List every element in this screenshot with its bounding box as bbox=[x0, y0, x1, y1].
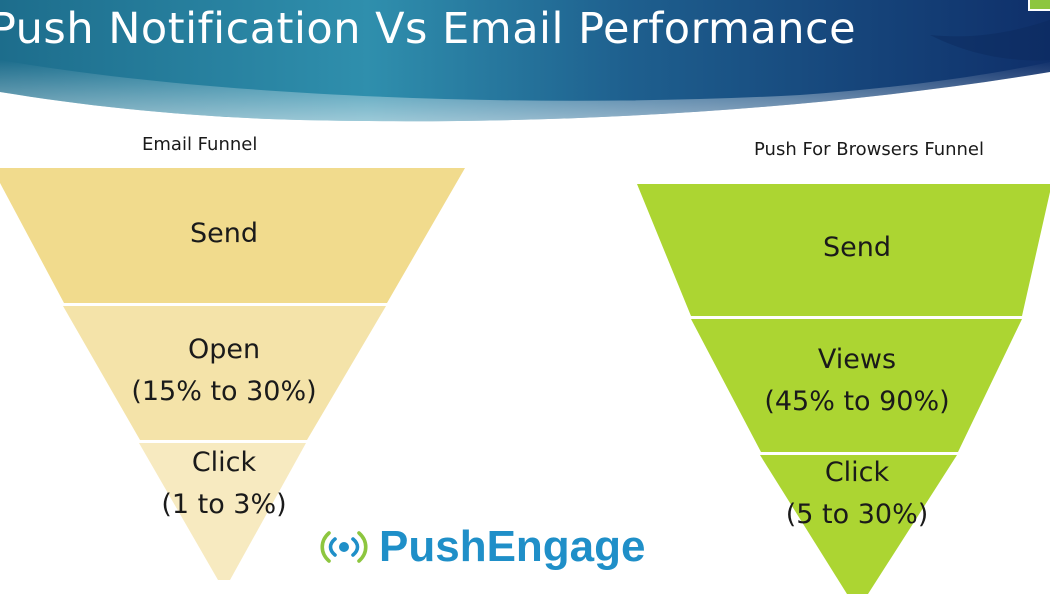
push-stage-click-name: Click bbox=[824, 457, 890, 488]
slide-title: Push Notification Vs Email Performance bbox=[0, 4, 857, 54]
push-stage-send-name: Send bbox=[822, 232, 891, 263]
email-stage-click-name: Click bbox=[191, 447, 257, 478]
push-funnel-click-segment bbox=[760, 455, 957, 594]
email-funnel-send-segment bbox=[0, 168, 465, 303]
push-funnel-views-segment bbox=[691, 319, 1022, 452]
email-stage-send-name: Send bbox=[189, 218, 258, 249]
email-stage-send: Send bbox=[129, 213, 319, 255]
pushengage-logo: PushEngage bbox=[315, 517, 646, 577]
push-stage-views-range: (45% to 90%) bbox=[764, 386, 950, 417]
email-stage-open-range: (15% to 30%) bbox=[131, 376, 317, 407]
email-funnel-open-segment bbox=[63, 306, 386, 440]
push-funnel-label: Push For Browsers Funnel bbox=[754, 139, 985, 160]
email-stage-open: Open (15% to 30%) bbox=[124, 329, 324, 413]
push-stage-views-name: Views bbox=[817, 344, 897, 375]
push-stage-click: Click (5 to 30%) bbox=[757, 452, 957, 536]
email-stage-open-name: Open bbox=[187, 334, 261, 365]
push-stage-click-range: (5 to 30%) bbox=[785, 499, 929, 530]
corner-badge bbox=[1028, 0, 1050, 11]
email-stage-click: Click (1 to 3%) bbox=[124, 442, 324, 526]
header-band bbox=[0, 0, 1050, 122]
email-funnel-click-segment bbox=[139, 443, 306, 580]
logo-text: PushEngage bbox=[379, 522, 646, 571]
email-stage-click-range: (1 to 3%) bbox=[161, 489, 287, 520]
broadcast-signal-icon bbox=[320, 531, 368, 563]
push-stage-views: Views (45% to 90%) bbox=[757, 339, 957, 423]
email-funnel-label: Email Funnel bbox=[142, 134, 258, 155]
push-funnel-send-segment bbox=[637, 184, 1050, 316]
push-stage-send: Send bbox=[762, 227, 952, 269]
